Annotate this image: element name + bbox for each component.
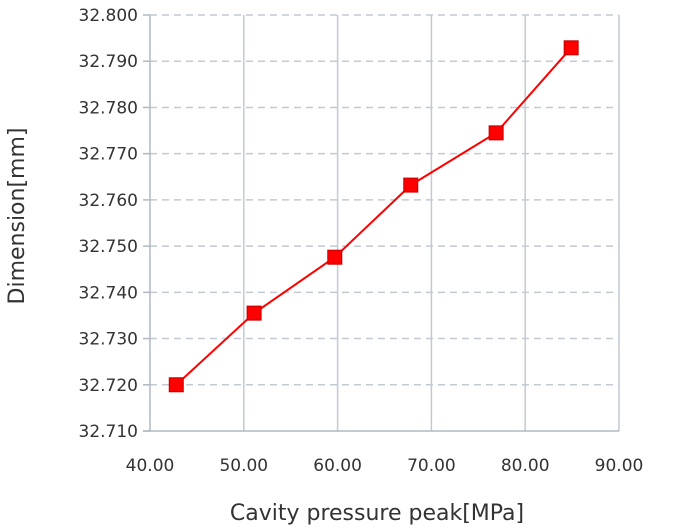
y-tick-label: 32.760 xyxy=(79,191,138,211)
y-tick-label: 32.770 xyxy=(79,145,138,165)
x-tick-label: 90.00 xyxy=(595,456,644,476)
x-tick-label: 70.00 xyxy=(407,456,456,476)
y-tick-label: 32.740 xyxy=(79,283,138,303)
x-tick-label: 40.00 xyxy=(126,456,175,476)
y-tick-label: 32.750 xyxy=(79,237,138,257)
y-tick-label: 32.730 xyxy=(79,330,138,350)
data-point-marker xyxy=(563,40,579,56)
x-tick-label: 60.00 xyxy=(313,456,362,476)
data-point-marker xyxy=(246,305,262,321)
y-tick-label: 32.710 xyxy=(79,422,138,442)
x-tick-label: 50.00 xyxy=(219,456,268,476)
y-axis-tick-labels: 32.710 32.720 32.730 32.740 32.750 32.760 32.7… xyxy=(79,6,138,442)
x-tick-label: 80.00 xyxy=(501,456,550,476)
y-tick-label: 32.790 xyxy=(79,52,138,72)
y-tick-label: 32.780 xyxy=(79,98,138,118)
y-tick-label: 32.720 xyxy=(79,376,138,396)
data-point-marker xyxy=(403,177,419,193)
series-line xyxy=(175,47,572,386)
series-layer xyxy=(168,40,579,393)
x-axis-tick-labels: 40.00 50.00 60.00 70.00 80.00 90.00 xyxy=(126,456,644,476)
horizontal-gridlines xyxy=(150,14,619,386)
y-axis-title: Dimension[mm] xyxy=(5,128,30,305)
data-point-marker xyxy=(168,377,184,393)
axes xyxy=(143,14,619,432)
data-point-marker xyxy=(488,125,504,141)
x-axis-title: Cavity pressure peak[MPa] xyxy=(230,501,524,526)
data-point-marker xyxy=(327,249,343,265)
vertical-gridlines xyxy=(243,15,620,431)
y-tick-label: 32.800 xyxy=(79,6,138,26)
